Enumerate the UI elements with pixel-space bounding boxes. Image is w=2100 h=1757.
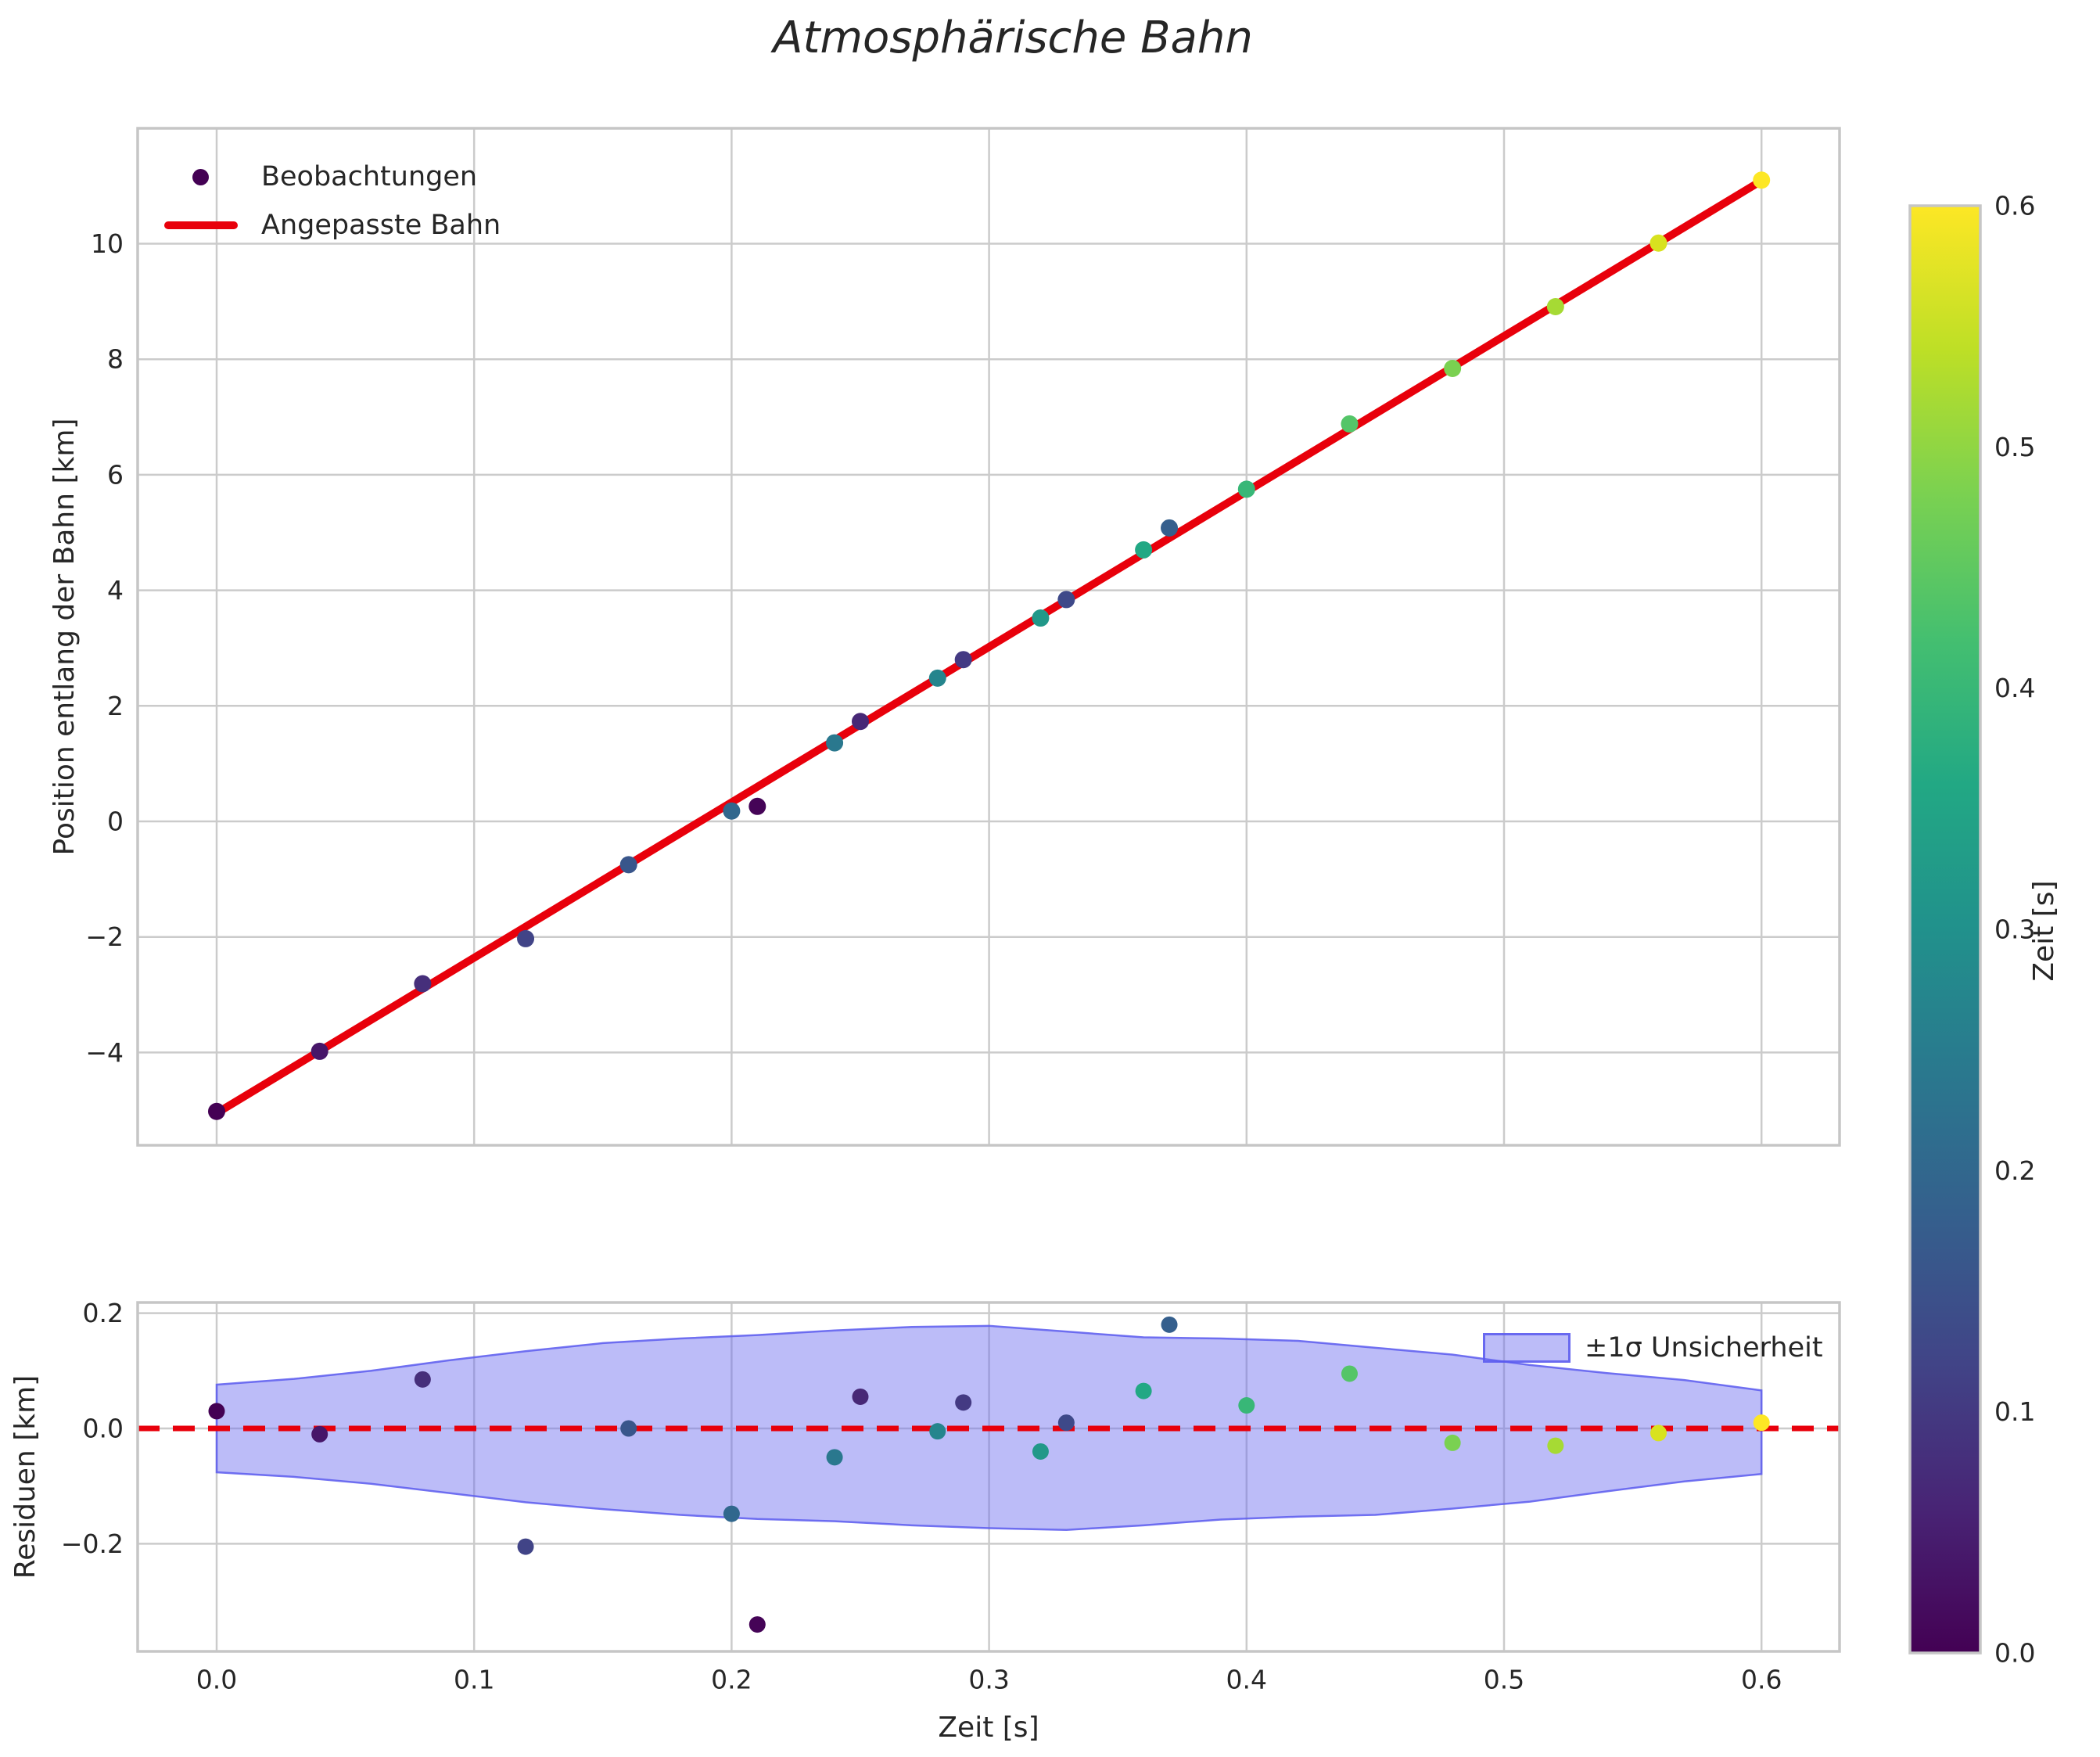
observation-point [1444, 360, 1462, 378]
residual-point [748, 1616, 766, 1633]
x-tick-label: 0.3 [968, 1665, 1009, 1695]
observation-point [619, 856, 637, 874]
observation-point [208, 1102, 225, 1120]
observation-point [311, 1042, 328, 1060]
colorbar-tick-label: 0.6 [1994, 191, 2035, 221]
main-y-axis-label: Position entlang der Bahn [km] [48, 418, 81, 856]
residual-y-tick-label: −0.2 [61, 1529, 124, 1559]
x-tick-label: 0.6 [1741, 1665, 1782, 1695]
observation-point [1032, 609, 1050, 627]
colorbar-tick-label: 0.5 [1994, 432, 2035, 462]
colorbar-tick-label: 0.4 [1994, 673, 2035, 703]
residual-point [1753, 1414, 1770, 1432]
residual-point [517, 1538, 534, 1555]
colorbar-gradient [1908, 204, 1982, 1655]
main-y-tick-label: 2 [107, 691, 124, 721]
residual-plot-frame [136, 1301, 1841, 1653]
legend-fit-label: Angepasste Bahn [261, 210, 501, 241]
residual-point [1135, 1382, 1152, 1399]
residual-point [852, 1388, 869, 1405]
observation-point [1135, 541, 1153, 559]
main-plot-frame [136, 127, 1841, 1147]
main-y-tick-label: −4 [85, 1037, 124, 1068]
main-y-tick-label: 0 [107, 807, 124, 837]
observation-point [1546, 297, 1564, 315]
residual-point [1032, 1443, 1049, 1460]
observations-marker-icon [192, 169, 209, 185]
x-tick-label: 0.2 [711, 1665, 752, 1695]
observation-point [1161, 519, 1179, 537]
main-y-tick-label: −2 [85, 922, 124, 952]
residual-y-axis-label: Residuen [km] [9, 1374, 41, 1579]
observation-point [1753, 171, 1771, 189]
residual-point [1161, 1316, 1178, 1333]
main-y-tick-label: 6 [107, 459, 124, 490]
residual-point [1341, 1365, 1358, 1382]
x-axis-label: Zeit [s] [938, 1712, 1039, 1744]
observation-point [954, 651, 972, 669]
x-tick-label: 0.0 [196, 1665, 237, 1695]
observation-point [928, 669, 946, 687]
main-y-tick-label: 10 [91, 228, 124, 259]
observation-point [1237, 480, 1255, 498]
main-legend: Beobachtungen Angepasste Bahn [153, 153, 560, 255]
x-tick-label: 0.1 [454, 1665, 494, 1695]
residual-point [1057, 1414, 1075, 1432]
residual-y-tick-label: 0.0 [83, 1414, 124, 1444]
observation-point [852, 713, 869, 731]
chart-title: Atmosphärische Bahn [773, 13, 1253, 63]
residual-point [208, 1403, 225, 1420]
observation-point [517, 929, 535, 947]
residual-point [955, 1394, 972, 1411]
residual-point [1238, 1397, 1255, 1414]
colorbar-tick-label: 0.2 [1994, 1155, 2035, 1186]
legend-observations-label: Beobachtungen [261, 161, 478, 192]
colorbar-tick-label: 0.1 [1994, 1396, 2035, 1427]
main-y-tick-label: 8 [107, 344, 124, 375]
observation-point [1649, 234, 1667, 252]
main-y-tick-label: 4 [107, 575, 124, 605]
band-legend-label: ±1σ Unsicherheit [1585, 1332, 1823, 1364]
residual-point [826, 1449, 843, 1466]
colorbar-tick-label: 0.0 [1994, 1638, 2035, 1669]
band-legend: ±1σ Unsicherheit [1483, 1331, 1823, 1365]
residual-point [723, 1505, 740, 1522]
observation-point [826, 734, 844, 752]
observation-point [1057, 591, 1075, 609]
fit-line-swatch-icon [164, 221, 238, 229]
residual-point [929, 1423, 946, 1440]
residual-point [1650, 1425, 1667, 1442]
uncertainty-band-swatch-icon [1483, 1333, 1571, 1363]
residual-y-tick-label: 0.2 [83, 1298, 124, 1328]
observation-point [1341, 415, 1359, 433]
residual-point [1444, 1434, 1461, 1451]
residual-point [620, 1420, 637, 1437]
residual-point [311, 1425, 328, 1443]
residual-point [1547, 1437, 1564, 1454]
observation-point [414, 975, 432, 993]
fit-line [213, 177, 1766, 1117]
observation-point [723, 802, 741, 820]
colorbar-tick-label: 0.3 [1994, 914, 2035, 945]
observation-point [748, 797, 766, 815]
x-tick-label: 0.4 [1226, 1665, 1267, 1695]
residual-point [414, 1371, 431, 1388]
colorbar-label: Zeit [s] [2028, 880, 2060, 982]
x-tick-label: 0.5 [1484, 1665, 1524, 1695]
